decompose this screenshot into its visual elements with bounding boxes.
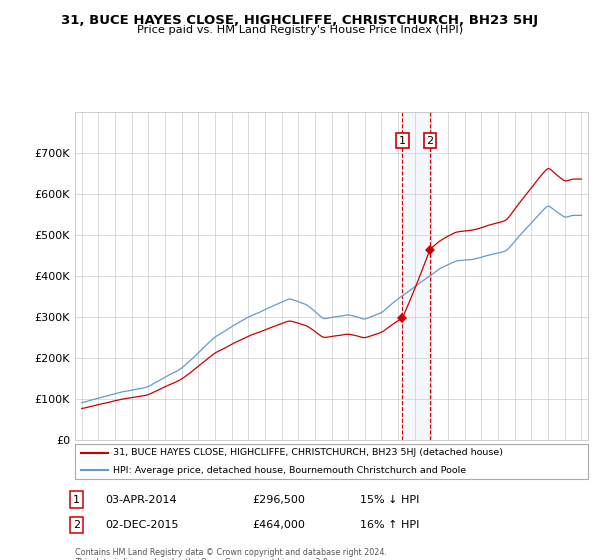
Text: 03-APR-2014: 03-APR-2014	[105, 494, 176, 505]
FancyBboxPatch shape	[75, 444, 588, 479]
Text: HPI: Average price, detached house, Bournemouth Christchurch and Poole: HPI: Average price, detached house, Bour…	[113, 465, 467, 475]
Text: £464,000: £464,000	[252, 520, 305, 530]
Text: 31, BUCE HAYES CLOSE, HIGHCLIFFE, CHRISTCHURCH, BH23 5HJ (detached house): 31, BUCE HAYES CLOSE, HIGHCLIFFE, CHRIST…	[113, 448, 503, 458]
Text: 1: 1	[73, 494, 80, 505]
Text: Contains HM Land Registry data © Crown copyright and database right 2024.
This d: Contains HM Land Registry data © Crown c…	[75, 548, 387, 560]
Text: 2: 2	[73, 520, 80, 530]
Text: 2: 2	[427, 136, 434, 146]
Text: Price paid vs. HM Land Registry's House Price Index (HPI): Price paid vs. HM Land Registry's House …	[137, 25, 463, 35]
Text: 16% ↑ HPI: 16% ↑ HPI	[360, 520, 419, 530]
Text: 02-DEC-2015: 02-DEC-2015	[105, 520, 179, 530]
Text: 1: 1	[399, 136, 406, 146]
Bar	[402, 112, 430, 440]
Text: 31, BUCE HAYES CLOSE, HIGHCLIFFE, CHRISTCHURCH, BH23 5HJ: 31, BUCE HAYES CLOSE, HIGHCLIFFE, CHRIST…	[61, 14, 539, 27]
Text: £296,500: £296,500	[252, 494, 305, 505]
Text: 15% ↓ HPI: 15% ↓ HPI	[360, 494, 419, 505]
